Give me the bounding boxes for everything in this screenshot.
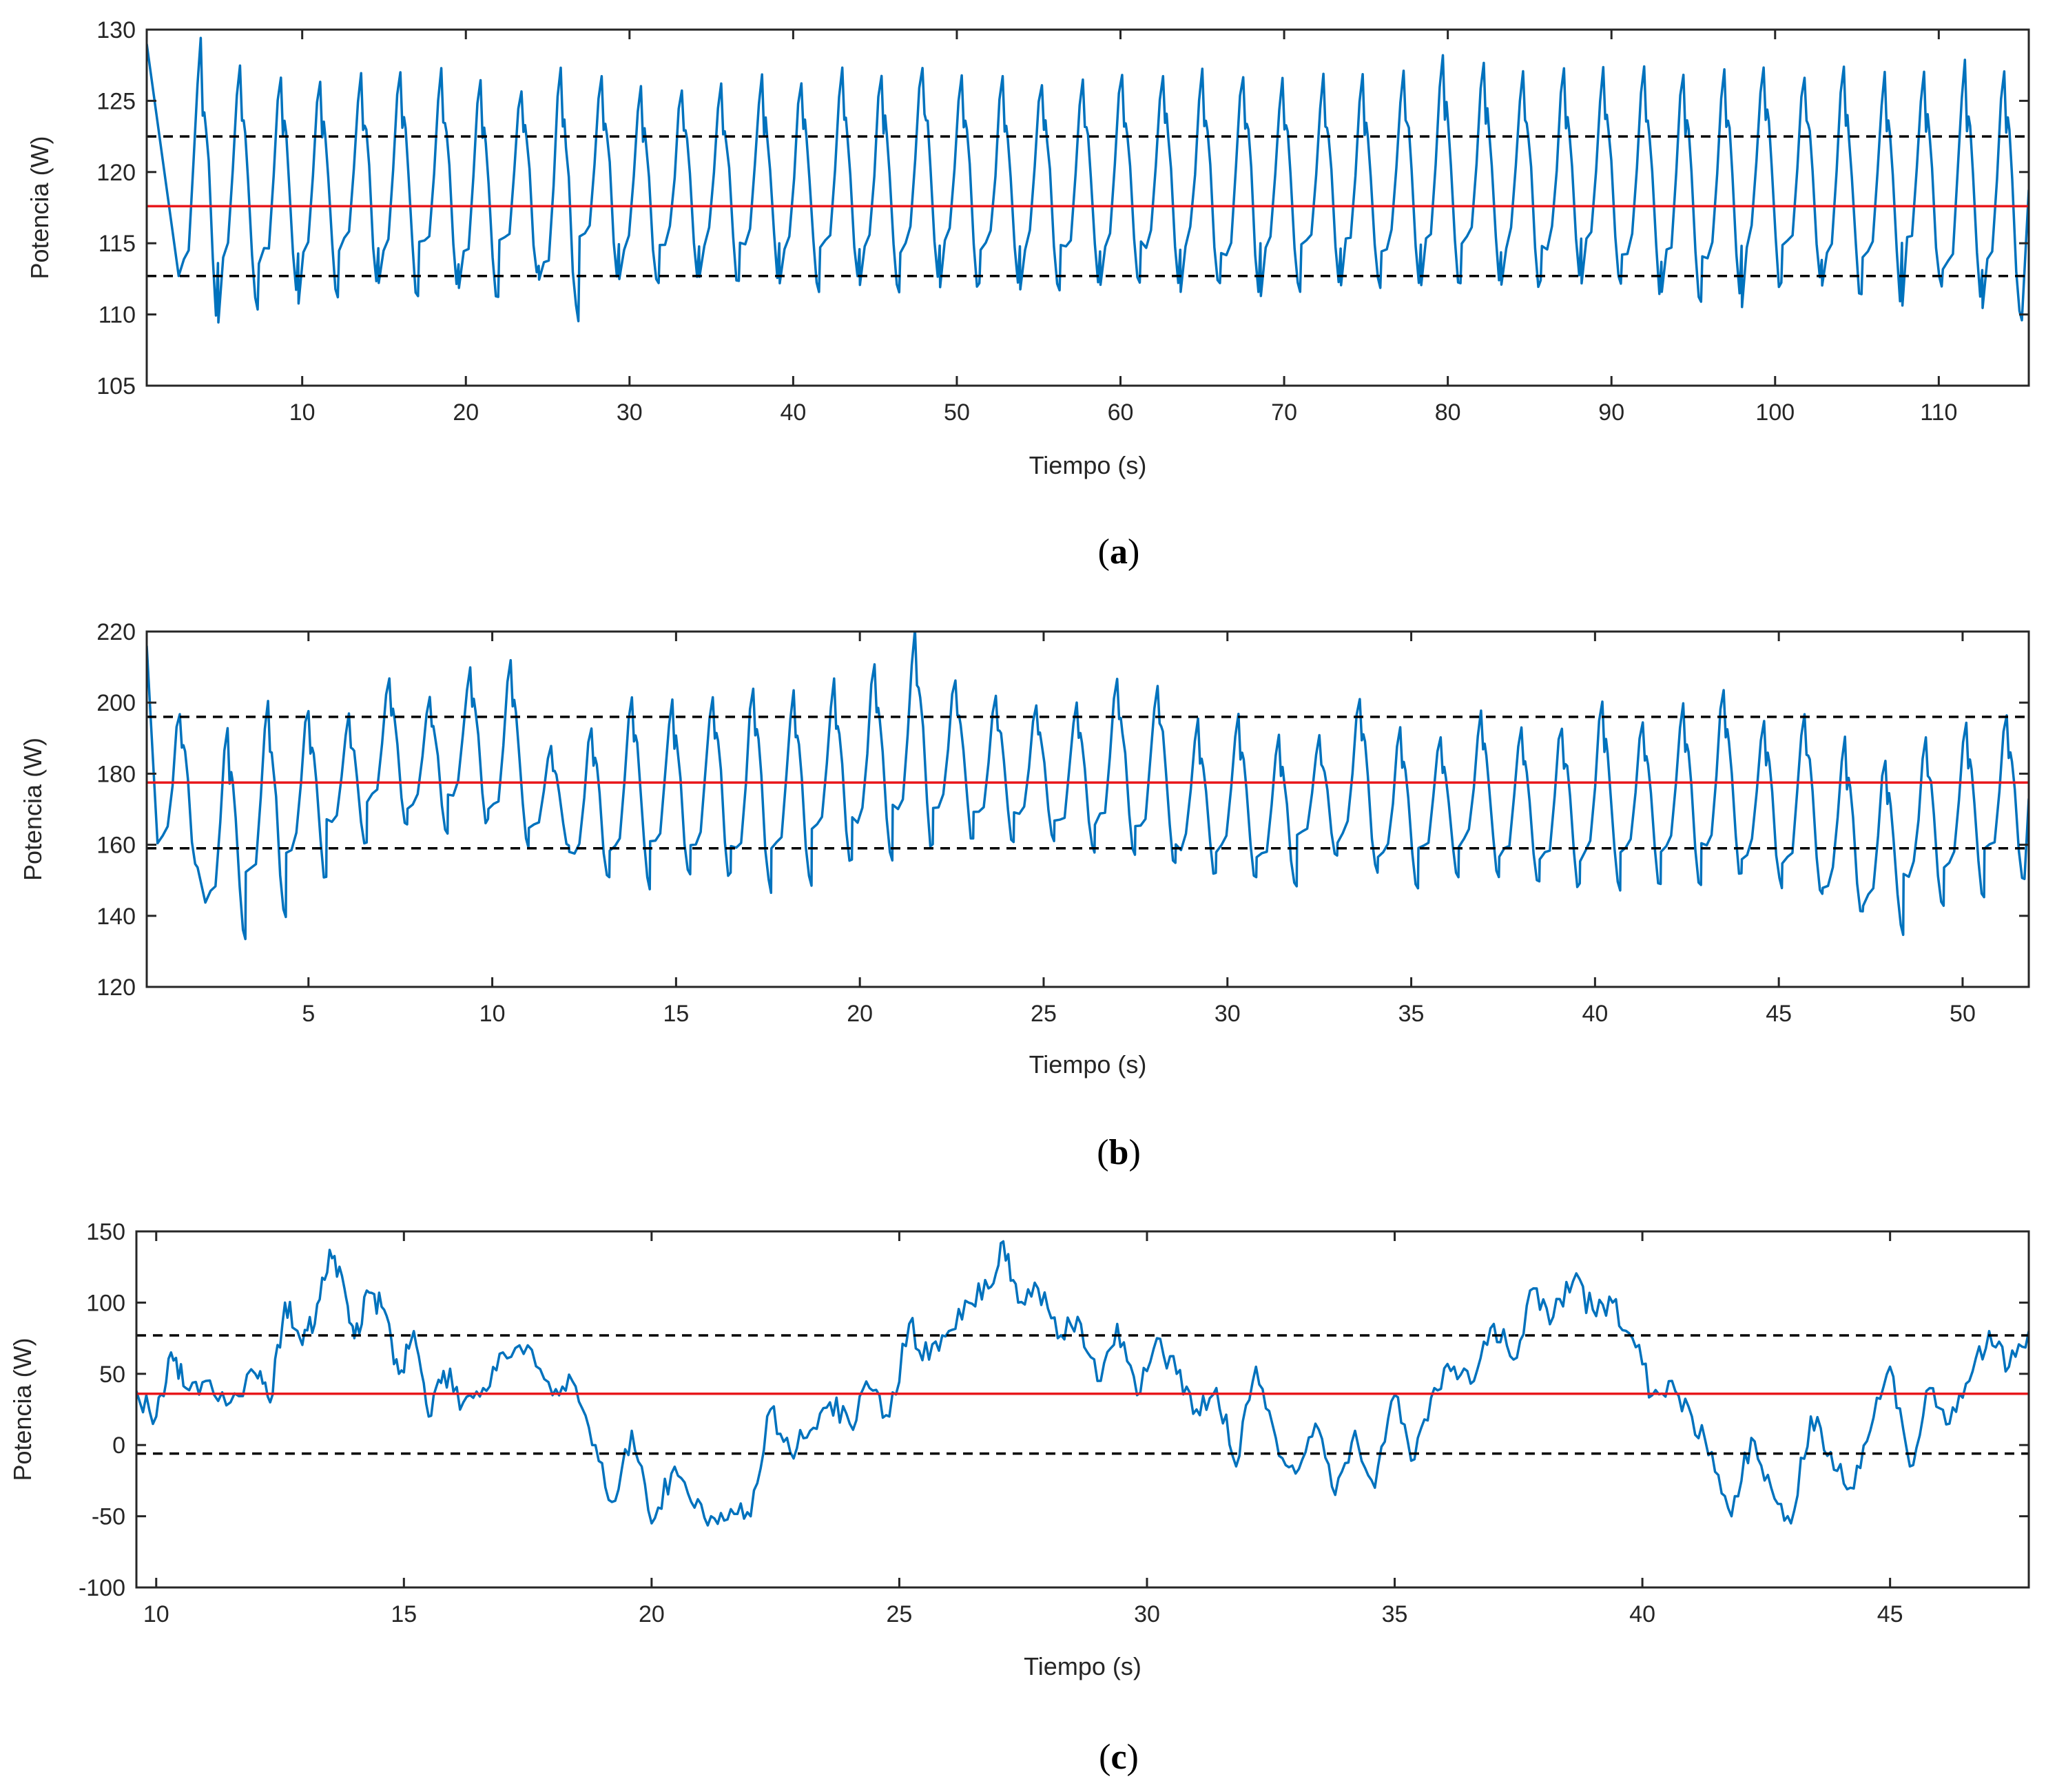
y-tick-label: 120 — [96, 160, 136, 186]
chart-panel-c: 10 15 20 25 30 35 40 45 -100 -50 0 50 100 150 Tiempo (… — [8, 1219, 2030, 1777]
x-tick-label: 35 — [1382, 1601, 1408, 1627]
chart-panel-b: 5 10 15 20 25 30 35 40 45 50 120 140 160 180 200 220 Tie… — [19, 619, 2030, 1172]
x-tick-label: 50 — [944, 399, 970, 426]
y-tick-label: 50 — [99, 1362, 125, 1388]
y-tick-label: 105 — [96, 373, 136, 399]
y-tick-label: 140 — [96, 904, 136, 930]
x-tick-label: 10 — [479, 1001, 506, 1027]
y-tick-label: 220 — [96, 619, 136, 645]
x-tick-label: 100 — [1755, 399, 1795, 426]
panel-label: (a) — [1098, 532, 1140, 572]
x-tick-label: 20 — [639, 1601, 665, 1627]
y-tick-label: 0 — [112, 1432, 125, 1459]
y-axis-label: Potencia (W) — [8, 1337, 37, 1481]
x-axis-label: Tiempo (s) — [1024, 1652, 1141, 1680]
x-tick-label: 20 — [847, 1001, 873, 1027]
x-tick-label: 10 — [289, 399, 316, 426]
x-tick-label: 90 — [1598, 399, 1624, 426]
x-tick-label: 45 — [1766, 1001, 1792, 1027]
x-tick-label: 10 — [143, 1601, 169, 1627]
x-tick-label: 25 — [887, 1601, 913, 1627]
y-tick-label: 130 — [96, 17, 136, 43]
x-tick-label: 40 — [780, 399, 806, 426]
power-signal-line — [147, 632, 2029, 941]
x-tick-label: 45 — [1877, 1601, 1903, 1627]
x-tick-label: 60 — [1108, 399, 1134, 426]
y-tick-label: -100 — [79, 1575, 125, 1601]
y-tick-label: 110 — [99, 302, 136, 329]
x-tick-label: 70 — [1271, 399, 1297, 426]
y-tick-label: 150 — [86, 1219, 125, 1245]
axes-frame — [135, 1230, 2030, 1589]
y-tick-label: 115 — [99, 231, 136, 257]
y-tick-label: 160 — [96, 833, 136, 859]
panel-label: (c) — [1099, 1738, 1139, 1777]
y-tick-label: -50 — [92, 1504, 125, 1530]
x-axis-label: Tiempo (s) — [1029, 451, 1147, 479]
panel-letter: b — [1109, 1133, 1129, 1172]
power-signal-line — [136, 1240, 2029, 1527]
y-axis-label: Potencia (W) — [25, 136, 54, 279]
y-tick-label: 200 — [96, 690, 136, 716]
y-axis-label: Potencia (W) — [19, 738, 47, 881]
x-tick-label: 80 — [1435, 399, 1461, 426]
x-tick-label: 20 — [453, 399, 479, 426]
axes-frame — [145, 630, 2030, 988]
power-signal-line — [147, 37, 2029, 324]
x-tick-label: 40 — [1582, 1001, 1608, 1027]
panel-letter: c — [1110, 1738, 1126, 1777]
panel-label: (b) — [1097, 1133, 1141, 1172]
y-tick-label: 125 — [96, 88, 136, 114]
x-tick-label: 110 — [1920, 399, 1957, 426]
y-tick-label: 120 — [96, 975, 136, 1001]
x-tick-label: 15 — [663, 1001, 689, 1027]
axes-frame — [145, 28, 2030, 387]
y-tick-label: 100 — [86, 1290, 125, 1316]
x-tick-label: 50 — [1950, 1001, 1976, 1027]
x-tick-label: 35 — [1398, 1001, 1425, 1027]
x-tick-label: 40 — [1629, 1601, 1655, 1627]
x-tick-label: 15 — [391, 1601, 417, 1627]
x-tick-label: 30 — [617, 399, 643, 426]
chart-panel-a: 10 20 30 40 50 60 70 80 90 100 110 105 110 115 120 125 1… — [25, 17, 2030, 572]
x-tick-label: 30 — [1134, 1601, 1160, 1627]
x-tick-label: 30 — [1215, 1001, 1241, 1027]
x-tick-label: 5 — [302, 1001, 315, 1027]
panel-letter: a — [1110, 532, 1128, 572]
x-axis-label: Tiempo (s) — [1029, 1050, 1147, 1079]
x-tick-label: 25 — [1031, 1001, 1057, 1027]
y-tick-label: 180 — [96, 761, 136, 787]
